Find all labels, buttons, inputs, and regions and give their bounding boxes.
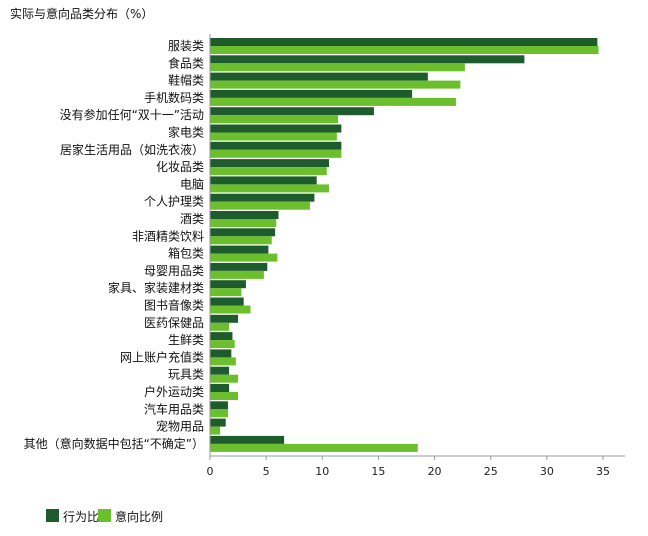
category-label-15: 图书音像类: [144, 298, 204, 313]
category-label-19: 玩具类: [168, 368, 204, 382]
bar-actual-18: [210, 349, 232, 358]
bar-actual-6: [210, 141, 342, 150]
category-label-22: 宠物用品: [156, 419, 204, 434]
bar-intent-14: [210, 288, 242, 297]
x-tick-label-4: 20: [428, 465, 442, 478]
x-axis: 0 5 10 15 20 25 30 35: [207, 34, 625, 478]
category-label-20: 户外运动类: [144, 384, 204, 399]
bar-intent-20: [210, 392, 239, 400]
category-label-23: 其他（意向数据中包括“不确定”）: [24, 436, 204, 451]
bar-actual-14: [210, 280, 246, 289]
bar-actual-1: [210, 55, 525, 64]
bar-intent-11: [210, 236, 272, 245]
bar-intent-18: [210, 357, 236, 366]
legend-swatch-actual: [46, 509, 59, 522]
bar-intent-22: [210, 426, 221, 435]
bar-actual-8: [210, 176, 317, 185]
bar-intent-2: [210, 80, 461, 89]
bars-layer: [210, 38, 599, 452]
bar-actual-10: [210, 211, 279, 219]
x-tick-label-2: 10: [315, 465, 329, 478]
bar-intent-17: [210, 340, 235, 349]
category-label-5: 家电类: [168, 125, 204, 140]
category-label-17: 生鲜类: [168, 333, 204, 347]
bar-actual-9: [210, 193, 315, 202]
category-label-14: 家具、家装建材类: [108, 280, 204, 295]
x-tick-label-1: 5: [263, 465, 270, 478]
bar-actual-0: [210, 38, 598, 46]
bar-intent-21: [210, 409, 228, 418]
category-label-0: 服装类: [168, 39, 204, 53]
bar-actual-12: [210, 245, 269, 254]
bar-intent-12: [210, 253, 278, 262]
category-label-3: 手机数码类: [144, 90, 204, 105]
category-label-21: 汽车用品类: [144, 401, 204, 416]
bar-actual-5: [210, 124, 342, 133]
chart-title: 实际与意向品类分布（%）: [10, 7, 154, 21]
bar-intent-1: [210, 63, 465, 72]
category-label-4: 没有参加任何“双十一”活动: [60, 107, 204, 122]
category-label-1: 食品类: [168, 55, 204, 70]
bar-actual-21: [210, 401, 228, 410]
bar-intent-0: [210, 46, 599, 54]
bar-intent-16: [210, 322, 230, 331]
bar-actual-13: [210, 262, 268, 271]
bar-intent-4: [210, 115, 339, 124]
bar-actual-15: [210, 297, 244, 306]
category-label-13: 母婴用品类: [144, 264, 204, 278]
bar-intent-7: [210, 167, 327, 176]
bar-actual-3: [210, 89, 413, 98]
category-label-10: 酒类: [180, 212, 204, 226]
category-label-7: 化妆品类: [156, 160, 204, 174]
bar-intent-13: [210, 270, 264, 279]
category-label-8: 电脑: [180, 177, 204, 191]
bar-actual-17: [210, 332, 233, 341]
bar-actual-7: [210, 159, 330, 168]
bar-intent-5: [210, 132, 337, 141]
bar-intent-23: [210, 443, 418, 452]
bar-intent-10: [210, 219, 277, 227]
bar-intent-19: [210, 374, 239, 383]
x-tick-label-5: 25: [484, 465, 498, 478]
x-tick-label-7: 35: [596, 465, 610, 478]
category-label-2: 鞋帽类: [168, 73, 204, 88]
bar-actual-22: [210, 418, 226, 427]
category-label-16: 医药保健品: [144, 316, 204, 330]
legend-swatch-intent: [98, 509, 111, 522]
x-tick-label-3: 15: [371, 465, 385, 478]
bar-actual-11: [210, 228, 276, 237]
category-labels: 服装类食品类鞋帽类手机数码类没有参加任何“双十一”活动家电类居家生活用品（如洗衣…: [24, 39, 204, 451]
bar-actual-4: [210, 107, 374, 116]
bar-intent-9: [210, 201, 310, 210]
category-label-9: 个人护理类: [144, 195, 204, 209]
bar-actual-2: [210, 72, 428, 81]
x-tick-label-0: 0: [207, 465, 214, 478]
category-label-12: 箱包类: [168, 246, 204, 261]
category-label-6: 居家生活用品（如洗衣液）: [60, 142, 204, 157]
category-label-18: 网上账户充值类: [120, 349, 204, 364]
bar-intent-3: [210, 97, 456, 106]
bar-intent-8: [210, 184, 330, 193]
bar-intent-6: [210, 149, 342, 158]
x-tick-label-6: 30: [540, 465, 554, 478]
bar-actual-20: [210, 384, 230, 392]
bar-actual-23: [210, 435, 285, 444]
legend-label-intent: 意向比例: [115, 510, 164, 524]
bar-actual-16: [210, 314, 239, 323]
bar-intent-15: [210, 305, 251, 314]
bar-actual-19: [210, 366, 230, 375]
category-label-11: 非酒精类饮料: [132, 229, 204, 243]
